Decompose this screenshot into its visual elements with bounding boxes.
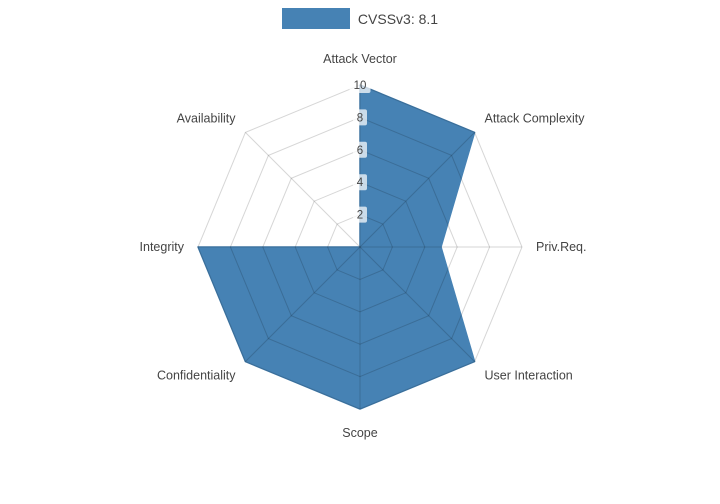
grid-ring (197, 84, 523, 410)
category-label-confidentiality: Confidentiality (157, 369, 236, 383)
radial-tick-label: 8 (357, 112, 363, 124)
radial-tick-label: 2 (357, 210, 363, 222)
category-label-scope: Scope (342, 426, 377, 440)
radial-tick-labels: 2 4 6 8 10 (349, 77, 371, 223)
category-labels: Attack Vector Attack Complexity Priv.Req. U… (140, 52, 587, 440)
tick-label-bg (353, 141, 367, 158)
tick-label-bg (349, 77, 371, 93)
category-label-attack-complexity: Attack Complexity (485, 112, 586, 126)
radial-tick-label: 10 (354, 80, 367, 92)
category-label-integrity: Integrity (140, 240, 185, 254)
axis-spoke (359, 246, 475, 362)
tick-label-bg (353, 206, 367, 223)
grid-ring (294, 181, 426, 313)
axis-spoke (245, 132, 361, 248)
grid-ring (262, 149, 458, 345)
legend[interactable]: CVSSv3: 8.1 (0, 8, 720, 29)
legend-swatch[interactable] (281, 8, 350, 29)
series-polygon (197, 84, 476, 410)
category-label-attack-vector: Attack Vector (323, 52, 397, 66)
category-label-availability: Availability (177, 112, 237, 126)
grid-ring (327, 214, 393, 280)
tick-label-bg (353, 174, 367, 191)
legend-label[interactable]: CVSSv3: 8.1 (357, 10, 439, 27)
axis-spoke (359, 132, 475, 248)
category-label-user-interaction: User Interaction (485, 369, 573, 383)
radial-tick-label: 4 (357, 177, 364, 189)
axis-spoke (245, 246, 361, 362)
category-label-priv-req: Priv.Req. (536, 240, 586, 254)
radial-tick-label: 6 (357, 145, 363, 157)
grid-lines (197, 84, 523, 410)
grid-ring (229, 116, 491, 378)
tick-label-bg (353, 109, 367, 126)
